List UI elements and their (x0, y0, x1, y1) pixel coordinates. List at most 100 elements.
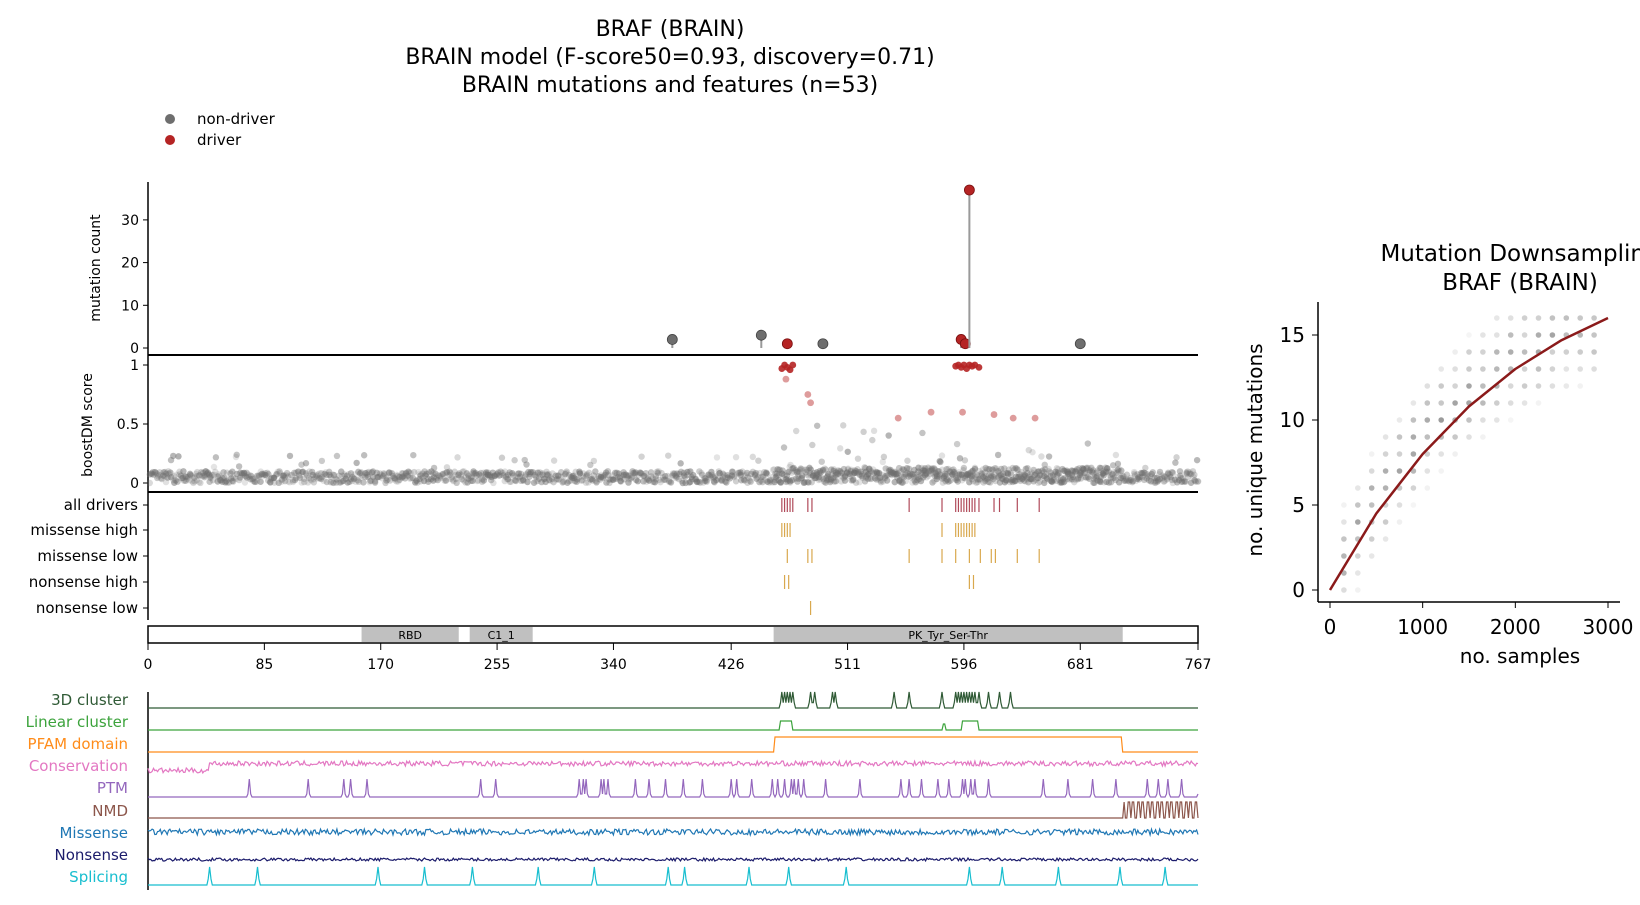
boost-point-nondriver (1161, 477, 1169, 484)
boost-point-nondriver (1194, 478, 1201, 485)
boost-point-nondriver (971, 465, 979, 473)
boost-point-nondriver (1091, 473, 1098, 480)
boost-point-nondriver (282, 472, 290, 479)
boost-point-nondriver (907, 474, 915, 481)
boost-point-nondriver (858, 472, 865, 480)
boost-point-nondriver (417, 472, 424, 479)
boost-point-nondriver (730, 473, 738, 480)
boost-point-nondriver (728, 472, 736, 479)
boost-point-nondriver (346, 478, 353, 486)
boost-point-nondriver (883, 472, 890, 479)
boost-point-nondriver (323, 471, 330, 479)
boost-point-nondriver (929, 479, 936, 486)
count-y-label: mutation count (88, 214, 104, 322)
boost-point-nondriver (628, 473, 636, 481)
boost-point-nondriver (682, 479, 689, 487)
boost-point-nondriver (640, 472, 647, 480)
boost-point-nondriver (781, 471, 788, 479)
boost-point-nondriver (514, 470, 521, 477)
boost-point-nondriver (558, 473, 565, 480)
boost-point-nondriver (1111, 474, 1119, 481)
downsampling-point (1355, 502, 1361, 508)
boost-point-nondriver (345, 471, 352, 478)
domain-box (469, 627, 533, 642)
boost-point-nondriver (245, 471, 252, 478)
boost-point-nondriver (225, 479, 233, 486)
boost-point-nondriver (181, 473, 189, 480)
downsampling-point (1535, 315, 1542, 321)
downsampling-point (1535, 400, 1542, 406)
downsampling-point (1507, 315, 1514, 321)
boost-point-nondriver (392, 477, 399, 484)
boost-point-nondriver (1123, 475, 1130, 483)
boost-point-nondriver (939, 472, 947, 480)
boost-point-nondriver (475, 471, 483, 478)
downsampling-point (1549, 332, 1556, 338)
downsampling-point (1549, 315, 1556, 321)
boost-point-nondriver (1066, 476, 1073, 483)
boost-point-nondriver (1014, 473, 1022, 481)
boost-point-nondriver (464, 479, 471, 486)
downsampling-point (1480, 332, 1486, 338)
boost-point-nondriver (446, 471, 453, 479)
boost-point-nondriver (808, 479, 815, 486)
boost-point-nondriver (897, 468, 905, 475)
boost-point-nondriver (912, 479, 920, 486)
downsampling-point (1396, 417, 1403, 423)
boost-point-nondriver (242, 472, 249, 480)
boost-point-nondriver (399, 470, 406, 477)
boost-point-nondriver (943, 471, 950, 478)
boost-point-nondriver (550, 478, 557, 486)
boost-point-nondriver (953, 476, 960, 484)
boost-point-nondriver (980, 473, 987, 481)
boost-point-nondriver (1172, 459, 1179, 466)
boost-point-nondriver (673, 470, 681, 477)
downsampling-point (1577, 315, 1583, 321)
boost-point-nondriver (953, 440, 961, 448)
boost-point-nondriver (751, 472, 759, 479)
downsampling-point (1577, 332, 1583, 338)
downsampling-point (1466, 434, 1472, 440)
downsampling-title-line1: Mutation Downsampling (1380, 241, 1640, 267)
boost-point-nondriver (587, 476, 594, 483)
domain-label: PK_Tyr_Ser-Thr (908, 629, 988, 642)
boost-point-nondriver (539, 471, 546, 478)
boost-point-nondriver (333, 452, 341, 460)
downsampling-point (1396, 468, 1403, 474)
domain-x-tick-label: 170 (367, 657, 394, 673)
boost-point-nondriver (669, 470, 677, 477)
boost-point-nondriver (316, 470, 323, 477)
signal-label: PFAM domain (28, 735, 128, 753)
boost-point-nondriver (1081, 469, 1089, 476)
boost-point-nondriver (1159, 472, 1166, 479)
boost-point-nondriver (1120, 473, 1127, 480)
boost-point-nondriver (349, 473, 356, 481)
boost-point-nondriver (1076, 471, 1084, 479)
boost-point-nondriver (972, 472, 979, 479)
boost-point-nondriver (188, 472, 195, 480)
signal-line (148, 691, 1198, 709)
boost-point-nondriver (837, 468, 844, 475)
boost-point-nondriver (398, 469, 406, 477)
boost-point-nondriver (296, 474, 304, 481)
boost-point-nondriver (981, 475, 989, 482)
boost-point-nondriver (1099, 470, 1107, 477)
boost-point-nondriver (494, 469, 502, 476)
boost-point-nondriver (974, 476, 982, 484)
boost-point-nondriver (1012, 465, 1019, 472)
boost-point-nondriver (527, 469, 534, 476)
downsampling-point (1507, 349, 1514, 355)
downsampling-point (1480, 383, 1486, 389)
boost-point-nondriver (744, 474, 752, 481)
boost-point-nondriver (996, 479, 1004, 486)
boost-point-nondriver (693, 478, 701, 486)
downsampling-point (1355, 485, 1361, 491)
boost-point-nondriver (300, 475, 308, 482)
boost-point-driver (975, 363, 983, 371)
boost-point-nondriver (1179, 475, 1187, 482)
count-tick-label: 20 (121, 256, 139, 272)
boost-point-nondriver (811, 474, 819, 482)
signal-label: NMD (92, 802, 128, 820)
boost-point-nondriver (292, 469, 300, 476)
